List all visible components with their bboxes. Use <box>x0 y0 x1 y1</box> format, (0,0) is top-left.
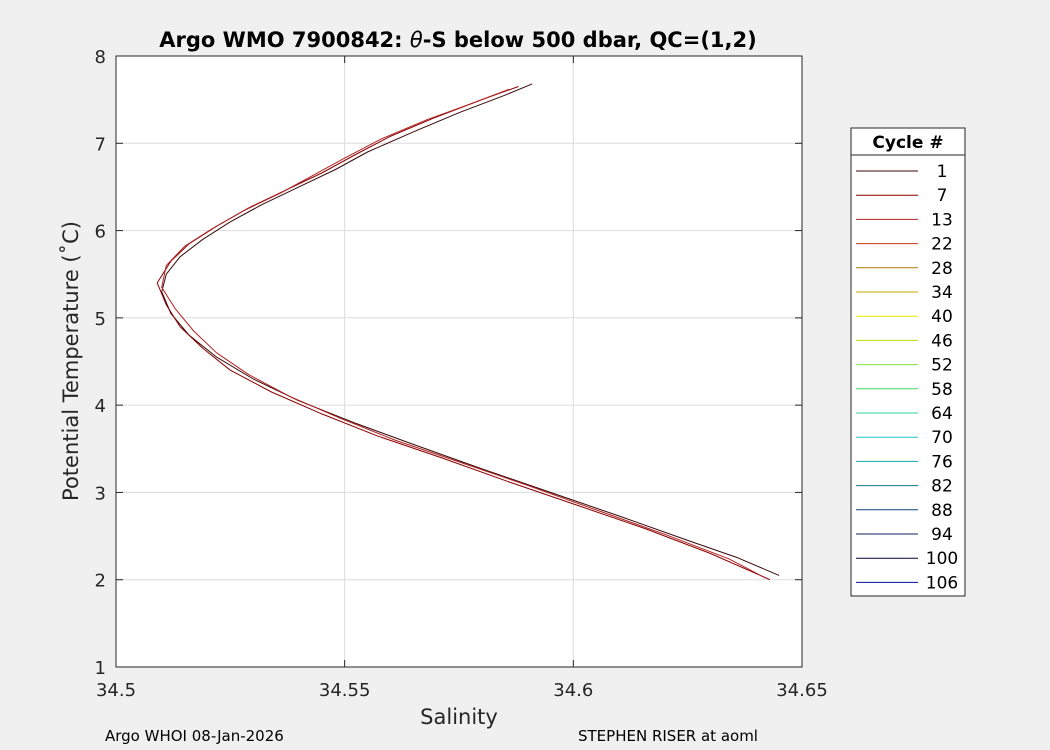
legend-title: Cycle # <box>872 133 943 153</box>
chart-title-theta: θ <box>410 28 423 52</box>
y-tick-label: 5 <box>95 309 106 330</box>
legend-label: 40 <box>931 307 953 327</box>
footer-left: Argo WHOI 08-Jan-2026 <box>105 727 284 745</box>
chart-title-suffix: -S below 500 dbar, QC=(1,2) <box>423 28 757 52</box>
legend: Cycle # 1 7 13 22 28 34 40 46 52 58 64 70 76 82 88 94 10… <box>850 127 966 597</box>
legend-label: 76 <box>931 452 953 472</box>
legend-label: 94 <box>931 525 953 545</box>
legend-label: 22 <box>931 235 953 255</box>
legend-label: 13 <box>931 210 953 230</box>
x-tick-label: 34.55 <box>319 680 371 701</box>
series-line-0 <box>161 83 780 576</box>
legend-label: 100 <box>926 549 958 569</box>
y-tick-label: 1 <box>95 658 106 679</box>
legend-label: 7 <box>937 186 948 206</box>
legend-label: 46 <box>931 331 953 351</box>
x-axis-label: Salinity <box>420 705 498 729</box>
legend-label: 1 <box>937 162 948 182</box>
y-tick-label: 3 <box>95 483 106 504</box>
plot-area <box>116 56 802 667</box>
y-tick-label: 7 <box>95 134 106 155</box>
axis-ticks: 34.5 34.55 34.6 34.65 1 2 3 4 5 6 7 8 <box>95 47 828 701</box>
legend-label: 64 <box>931 404 953 424</box>
chart-title: Argo WMO 7900842: θ-S below 500 dbar, QC… <box>159 28 756 52</box>
y-tick-label: 6 <box>95 222 106 243</box>
legend-label: 106 <box>926 573 958 593</box>
legend-label: 88 <box>931 501 953 521</box>
x-tick-label: 34.65 <box>776 680 828 701</box>
series-line-2 <box>161 88 766 579</box>
legend-label: 82 <box>931 477 953 497</box>
chart-title-prefix: Argo WMO 7900842: <box>159 28 410 52</box>
y-tick-label: 2 <box>95 571 106 592</box>
legend-label: 28 <box>931 259 953 279</box>
plot-frame <box>115 55 803 668</box>
legend-box <box>850 127 966 597</box>
legend-entries: 1 7 13 22 28 34 40 46 52 58 64 70 76 82 88 94 100 106 <box>856 162 958 593</box>
y-axis-label: Potential Temperature (˚C) <box>59 221 83 501</box>
x-tick-label: 34.6 <box>553 680 593 701</box>
legend-label: 34 <box>931 283 953 303</box>
x-tick-label: 34.5 <box>96 680 136 701</box>
legend-label: 58 <box>931 380 953 400</box>
y-tick-label: 4 <box>95 396 106 417</box>
series-line-1 <box>156 86 771 581</box>
legend-label: 52 <box>931 356 953 376</box>
series-layer <box>156 83 780 581</box>
footer-right: STEPHEN RISER at aoml <box>578 727 758 745</box>
legend-label: 70 <box>931 428 953 448</box>
y-tick-label: 8 <box>95 47 106 68</box>
